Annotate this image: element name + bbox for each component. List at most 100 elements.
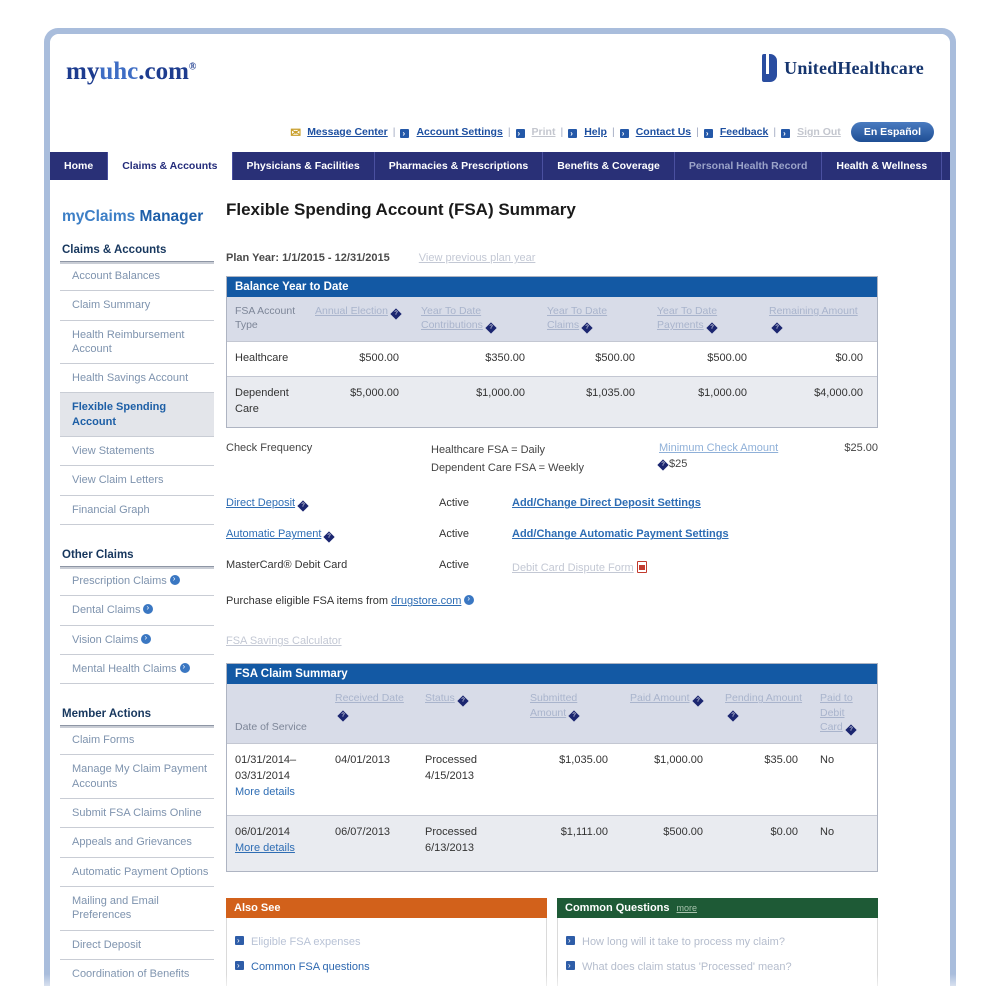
info-icon[interactable]: ? bbox=[581, 322, 593, 334]
sidebar-item-mental-health-claims[interactable]: Mental Health Claims bbox=[60, 655, 214, 685]
info-icon[interactable]: ? bbox=[691, 695, 704, 708]
info-icon[interactable]: ? bbox=[337, 709, 349, 722]
sign-out-link[interactable]: Sign Out bbox=[797, 126, 841, 138]
column-header-submitted-amount[interactable]: Submitted Amount? bbox=[522, 691, 622, 734]
info-icon[interactable]: ? bbox=[657, 459, 669, 471]
print-link[interactable]: Print bbox=[531, 126, 556, 138]
sidebar-item-view-claim-letters[interactable]: View Claim Letters bbox=[60, 466, 214, 496]
account-type: Dependent Care bbox=[235, 387, 289, 416]
column-header-ytd-contributions[interactable]: Year To Date Contributions? bbox=[413, 304, 539, 334]
sidebar-item-automatic-payment-options[interactable]: Automatic Payment Options bbox=[60, 858, 214, 887]
add-change-automatic-payment-settings-link[interactable]: Add/Change Automatic Payment Settings bbox=[512, 528, 729, 541]
debit-card-dispute-form-link[interactable]: Debit Card Dispute Form bbox=[512, 562, 634, 575]
feedback-link[interactable]: Feedback bbox=[719, 126, 769, 138]
sidebar-item-financial-graph[interactable]: Financial Graph bbox=[60, 496, 214, 525]
sidebar-item-coordination-of-benefits[interactable]: Coordination of Benefits bbox=[60, 960, 214, 986]
question-item-reduce-paperwork[interactable]: How can I reduce paperwork? bbox=[566, 985, 869, 986]
sidebar-item-view-statements[interactable]: View Statements bbox=[60, 437, 214, 467]
common-questions-more-link[interactable]: more bbox=[676, 902, 698, 913]
minimum-check-amount-link[interactable]: Minimum Check Amount bbox=[659, 442, 779, 455]
tab-health-wellness[interactable]: Health & Wellness bbox=[822, 152, 943, 180]
date-of-service: 06/01/2014 More details bbox=[235, 825, 295, 854]
info-icon[interactable]: ? bbox=[485, 322, 497, 334]
purchase-line: Purchase eligible FSA items from drugsto… bbox=[226, 594, 878, 607]
contact-us-icon bbox=[619, 128, 629, 138]
sidebar-item-dental-claims[interactable]: Dental Claims bbox=[60, 596, 214, 626]
tab-home[interactable]: Home bbox=[50, 152, 109, 180]
info-icon[interactable]: ? bbox=[457, 695, 469, 708]
sidebar-item-claim-summary[interactable]: Claim Summary bbox=[60, 291, 214, 321]
tab-personal-health-record[interactable]: Personal Health Record bbox=[675, 152, 823, 180]
sidebar-item-appeals-and-grievances[interactable]: Appeals and Grievances bbox=[60, 828, 214, 858]
also-see-header: Also See bbox=[226, 897, 547, 918]
info-icon[interactable]: ? bbox=[323, 531, 336, 544]
info-icon[interactable]: ? bbox=[727, 709, 739, 722]
also-see-item-common-fsa-questions[interactable]: Common FSA questions bbox=[235, 960, 538, 974]
print-icon bbox=[515, 128, 525, 138]
sidebar-heading-member-actions: Member Actions bbox=[60, 708, 214, 727]
info-icon[interactable]: ? bbox=[297, 500, 309, 513]
column-header-ytd-payments[interactable]: Year To Date Payments? bbox=[649, 304, 761, 334]
myclaims-manager-title: myClaims Manager bbox=[62, 208, 204, 225]
myuhc-logo: myuhc.com® bbox=[66, 58, 197, 85]
sidebar-item-mailing-and-email-preferences[interactable]: Mailing and Email Preferences bbox=[60, 887, 214, 931]
sidebar-item-submit-fsa-claims-online[interactable]: Submit FSA Claims Online bbox=[60, 799, 214, 829]
account-settings-link[interactable]: Account Settings bbox=[416, 126, 503, 138]
sidebar-item-claim-forms[interactable]: Claim Forms bbox=[60, 726, 214, 756]
tab-physicians-facilities[interactable]: Physicians & Facilities bbox=[233, 152, 375, 180]
question-item-process-time[interactable]: How long will it take to process my clai… bbox=[566, 935, 869, 949]
also-see-item-eligible-fsa-expenses[interactable]: Eligible FSA expenses bbox=[235, 935, 538, 949]
tab-benefits-coverage[interactable]: Benefits & Coverage bbox=[543, 152, 675, 180]
more-details-link[interactable]: More details bbox=[235, 841, 295, 854]
sidebar-item-health-reimbursement-account[interactable]: Health Reimbursement Account bbox=[60, 321, 214, 365]
balance-table-header-row: FSA Account Type Annual Election? Year T… bbox=[227, 297, 877, 342]
add-change-direct-deposit-settings-link[interactable]: Add/Change Direct Deposit Settings bbox=[512, 497, 701, 510]
info-icon[interactable]: ? bbox=[771, 322, 783, 334]
balance-year-to-date-table: Balance Year to Date FSA Account Type An… bbox=[226, 276, 878, 429]
claim-table-title: FSA Claim Summary bbox=[227, 664, 877, 685]
sidebar-item-account-balances[interactable]: Account Balances bbox=[60, 262, 214, 292]
tab-pharmacies-prescriptions[interactable]: Pharmacies & Prescriptions bbox=[375, 152, 544, 180]
more-details-link[interactable]: More details bbox=[235, 785, 295, 798]
account-type: Healthcare bbox=[235, 352, 289, 365]
column-header-received-date[interactable]: Received Date? bbox=[327, 691, 417, 734]
sidebar-item-health-savings-account[interactable]: Health Savings Account bbox=[60, 364, 214, 394]
claim-status: Processed 6/13/2013 bbox=[425, 825, 477, 854]
sidebar-item-manage-my-claim-payment-accounts[interactable]: Manage My Claim Payment Accounts bbox=[60, 755, 214, 800]
en-espanol-button[interactable]: En Español bbox=[850, 122, 934, 142]
column-header-annual-election[interactable]: Annual Election? bbox=[307, 304, 413, 332]
info-icon[interactable]: ? bbox=[390, 308, 402, 320]
sidebar-section-claims-accounts: Claims & Accounts Account Balances Claim… bbox=[60, 244, 214, 525]
question-item-processed-meaning[interactable]: What does claim status 'Processed' mean? bbox=[566, 960, 869, 974]
sidebar-heading-other-claims: Other Claims bbox=[60, 549, 214, 567]
column-header-paid-to-debit-card[interactable]: Paid to Debit Card? bbox=[812, 691, 877, 736]
sidebar-item-prescription-claims[interactable]: Prescription Claims bbox=[60, 567, 214, 597]
column-header-paid-amount[interactable]: Paid Amount? bbox=[622, 691, 717, 734]
info-icon[interactable]: ? bbox=[706, 322, 718, 334]
view-previous-plan-year-link[interactable]: View previous plan year bbox=[418, 252, 536, 264]
contact-us-link[interactable]: Contact Us bbox=[635, 126, 692, 138]
check-frequency-values: Healthcare FSA = Daily Dependent Care FS… bbox=[431, 444, 584, 474]
tab-claims-accounts[interactable]: Claims & Accounts bbox=[108, 152, 233, 180]
info-icon[interactable]: ? bbox=[568, 709, 580, 722]
message-center-link[interactable]: Message Center bbox=[307, 126, 388, 138]
fsa-savings-calculator-link[interactable]: FSA Savings Calculator bbox=[226, 635, 342, 648]
sidebar-item-flexible-spending-account[interactable]: Flexible Spending Account bbox=[60, 393, 214, 438]
also-see-item-otc-items[interactable]: How to purchase over-the-counter items w… bbox=[235, 985, 538, 986]
sidebar-item-direct-deposit[interactable]: Direct Deposit bbox=[60, 931, 214, 960]
fsa-claim-summary-table: FSA Claim Summary Date of Service Receiv… bbox=[226, 663, 878, 872]
drugstore-com-link[interactable]: drugstore.com bbox=[391, 595, 462, 608]
column-header-pending-amount[interactable]: Pending Amount? bbox=[717, 691, 812, 734]
column-header-status[interactable]: Status? bbox=[417, 691, 522, 734]
column-header-ytd-claims[interactable]: Year To Date Claims? bbox=[539, 304, 649, 334]
page-title: Flexible Spending Account (FSA) Summary bbox=[226, 200, 576, 219]
sidebar-item-vision-claims[interactable]: Vision Claims bbox=[60, 626, 214, 655]
help-icon bbox=[568, 128, 578, 138]
sign-out-icon bbox=[781, 128, 791, 138]
column-header-remaining-amount[interactable]: Remaining Amount? bbox=[761, 304, 877, 334]
arrow-square-icon bbox=[235, 960, 244, 970]
direct-deposit-link[interactable]: Direct Deposit bbox=[226, 497, 296, 510]
info-icon[interactable]: ? bbox=[845, 724, 857, 736]
help-link[interactable]: Help bbox=[584, 126, 607, 138]
automatic-payment-link[interactable]: Automatic Payment bbox=[226, 528, 322, 541]
